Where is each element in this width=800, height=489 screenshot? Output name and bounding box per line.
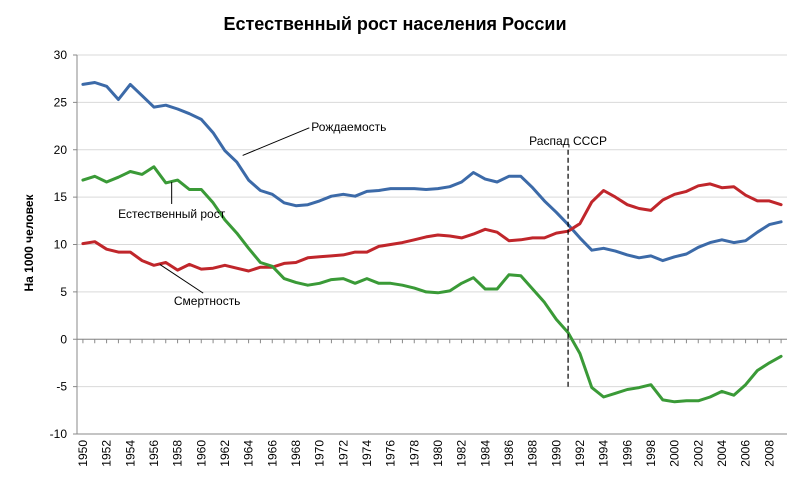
x-tick-label: 1980 [431, 440, 445, 467]
y-tick-label: 5 [60, 285, 67, 299]
y-tick-label: -5 [56, 380, 67, 394]
series-line-2 [81, 165, 783, 404]
x-tick-label: 1976 [384, 440, 398, 467]
y-tick-label: -10 [50, 427, 68, 441]
x-tick-label: 1966 [265, 440, 279, 467]
series-lines [81, 81, 783, 404]
series-line-1 [81, 182, 783, 273]
x-tick-label: 1970 [313, 440, 327, 467]
series-line-0 [81, 81, 783, 263]
y-tick-label: 20 [54, 143, 68, 157]
x-tick-label: 1950 [76, 440, 90, 467]
x-tick-label: 1996 [620, 440, 634, 467]
x-tick-label: 1982 [455, 440, 469, 467]
y-tick-label: 10 [54, 238, 68, 252]
x-tick-labels: 1950 1952 1954 1956 1958 1960 1962 1964 1966 1968… [76, 440, 776, 467]
annotation-label: Распад СССР [529, 134, 607, 148]
x-tick-label: 2000 [668, 440, 682, 467]
x-tick-label: 1972 [336, 440, 350, 467]
x-tick-label: 1992 [573, 440, 587, 467]
x-tick-label: 1964 [242, 440, 256, 467]
x-tick-label: 1984 [478, 440, 492, 467]
x-tick-label: 1988 [526, 440, 540, 467]
x-tick-label: 2002 [691, 440, 705, 467]
y-tick-labels: -10 -5 0 5 10 15 20 25 30 [50, 48, 68, 441]
y-tick-label: 15 [54, 190, 68, 204]
x-tick-label: 2008 [762, 440, 776, 467]
annotation-label: Естественный рост [118, 207, 226, 221]
x-tick-label: 1998 [644, 440, 658, 467]
annotation-leader [159, 263, 204, 294]
x-tick-label: 1956 [147, 440, 161, 467]
annotation-leader [242, 127, 310, 156]
x-tick-label: 1952 [100, 440, 114, 467]
axes [73, 54, 787, 435]
y-axis-label: На 1000 человек [22, 193, 36, 291]
x-tick-label: 1994 [597, 440, 611, 467]
x-tick-label: 2004 [715, 440, 729, 467]
y-tick-label: 0 [60, 332, 67, 346]
annotation-label: Рождаемость [311, 120, 386, 134]
x-tick-label: 1962 [218, 440, 232, 467]
annotations: Рождаемость Естественный рост Смертность Ра… [118, 120, 607, 390]
x-tick-label: 1960 [194, 440, 208, 467]
x-tick-label: 1986 [502, 440, 516, 467]
x-tick-label: 1954 [123, 440, 137, 467]
x-tick-label: 1974 [360, 440, 374, 467]
y-tick-label: 25 [54, 95, 68, 109]
chart-title: Естественный рост населения России [223, 14, 566, 34]
y-tick-label: 30 [54, 48, 68, 62]
x-tick-label: 1978 [407, 440, 421, 467]
x-tick-label: 1990 [549, 440, 563, 467]
x-tick-label: 1958 [171, 440, 185, 467]
x-tick-label: 1968 [289, 440, 303, 467]
x-tick-label: 2006 [739, 440, 753, 467]
annotation-label: Смертность [174, 294, 241, 308]
